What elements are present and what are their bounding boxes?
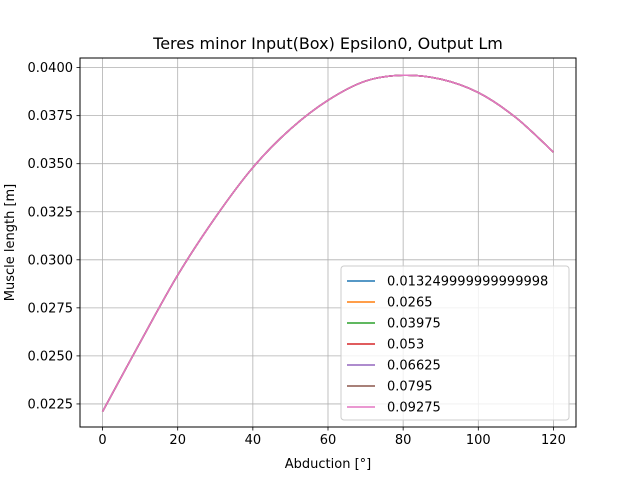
y-tick-label: 0.0250 [28,349,74,364]
y-tick-label: 0.0275 [28,301,74,316]
plot-lines [101,74,554,412]
x-axis-label: Abduction [°] [285,457,371,472]
x-tick-label: 40 [245,433,262,448]
x-tick-label: 80 [395,433,412,448]
legend-label: 0.013249999999999998 [387,275,548,290]
legend-box [340,265,570,421]
legend-label: 0.053 [387,338,424,353]
legend-label: 0.0265 [387,296,433,311]
y-axis-label: Muscle length [m] [3,184,18,302]
x-tick-label: 60 [320,433,337,448]
y-tick-label: 0.0225 [28,397,74,412]
series-line [101,74,554,412]
x-tick-label: 100 [466,433,491,448]
y-tick-label: 0.0400 [28,61,74,76]
y-tick-label: 0.0375 [28,109,74,124]
legend-label: 0.09275 [387,401,441,416]
x-tick-label: 120 [541,433,566,448]
axis-ticks: 0 20 40 60 80 100 120 0.0225 0.0250 0.0275 0.0300 0… [28,61,566,448]
y-tick-label: 0.0350 [28,157,74,172]
legend: 0.013249999999999998 0.0265 0.03975 0.053 0.… [340,265,570,421]
legend-label: 0.03975 [387,317,441,332]
y-tick-label: 0.0325 [28,205,74,220]
legend-label: 0.0795 [387,380,433,395]
y-tick-label: 0.0300 [28,253,74,268]
x-tick-label: 0 [98,433,106,448]
x-tick-label: 20 [169,433,186,448]
legend-label: 0.06625 [387,359,441,374]
chart-title: Teres minor Input(Box) Epsilon0, Output … [152,34,503,53]
